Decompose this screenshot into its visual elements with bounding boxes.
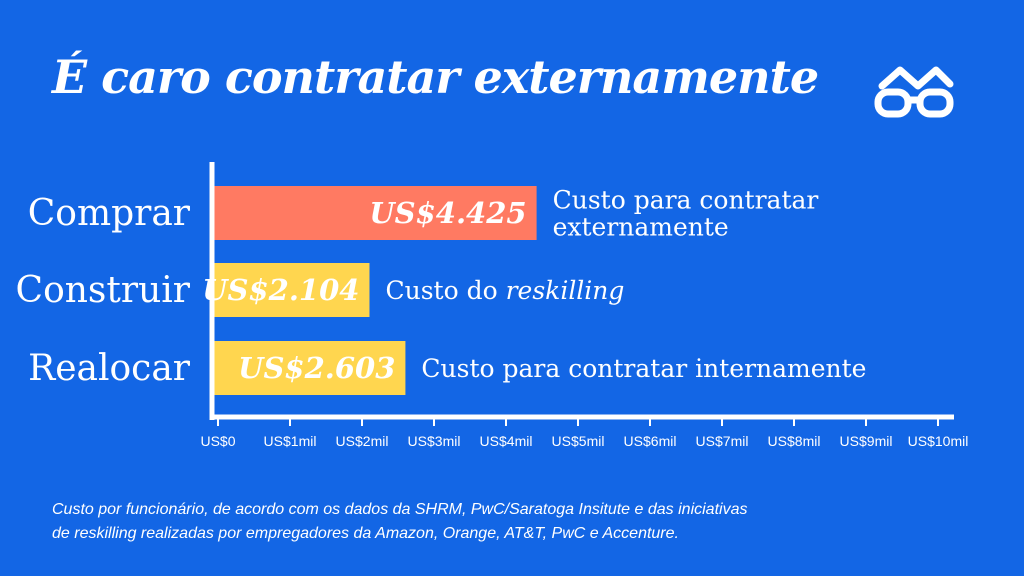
x-tick-label: US$0 [200,433,235,449]
annotation-label: Custo para contratar [553,186,819,215]
bar [214,186,537,240]
page-title: É caro contratar externamente [52,50,819,104]
x-tick-label: US$4mil [480,433,533,449]
x-tick-label: US$10mil [908,433,969,449]
x-tick-label: US$7mil [696,433,749,449]
bar [214,263,370,317]
annotation-label: Custo do reskilling [385,276,624,305]
x-tick-label: US$3mil [408,433,461,449]
value-label: US$4.425 [369,196,526,230]
annotation-label: externamente [553,213,729,242]
value-label: US$2.603 [238,351,395,385]
x-tick-label: US$1mil [264,433,317,449]
glasses-icon [874,66,954,118]
x-tick-label: US$5mil [552,433,605,449]
category-label: Realocar [28,348,191,389]
x-tick-label: US$9mil [840,433,893,449]
value-label: US$2.104 [202,273,359,307]
footnote-line-2: de reskilling realizadas por empregadore… [52,525,679,542]
footnote-line-1: Custo por funcionário, de acordo com os … [52,501,748,518]
x-tick-label: US$8mil [768,433,821,449]
annotation-label: Custo para contratar internamente [421,354,866,383]
bar [214,341,406,395]
bar-chart: Comprar US$4.425 Custo para contratarexter… [16,162,969,449]
category-label: Comprar [28,193,191,234]
x-tick-label: US$2mil [336,433,389,449]
x-tick-label: US$6mil [624,433,677,449]
category-label: Construir [16,270,191,311]
footnote: Custo por funcionário, de acordo com os … [52,498,952,546]
